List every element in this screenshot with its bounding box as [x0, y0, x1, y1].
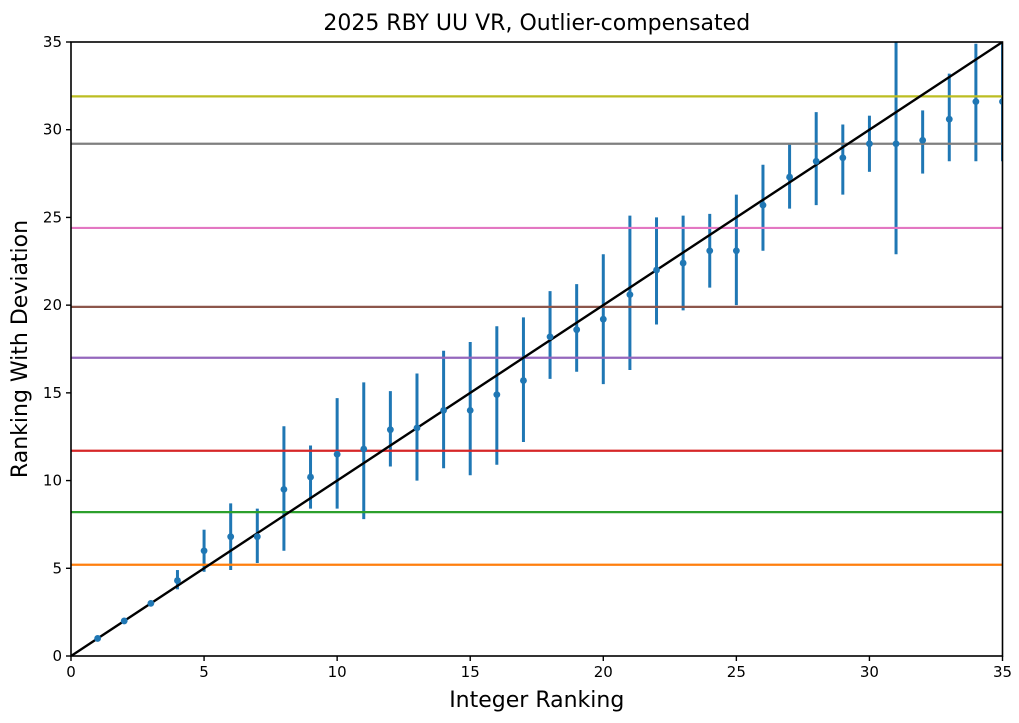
- x-tick-label: 35: [993, 663, 1012, 681]
- identity-line: [71, 42, 1003, 656]
- markers-layer: [94, 98, 1003, 642]
- x-tick-label: 20: [594, 663, 613, 681]
- identity-line-layer: [71, 42, 1003, 656]
- axes-layer: 0 5 10 15 20 25 30 35 0 5 10 15 20 25 30 35: [43, 33, 1012, 681]
- data-point: [200, 547, 208, 555]
- data-point: [520, 377, 527, 384]
- y-tick-label: 10: [43, 472, 62, 490]
- data-point: [732, 247, 740, 255]
- y-axis-label: Ranking With Deviation: [8, 220, 33, 478]
- data-point: [333, 450, 341, 458]
- data-point: [786, 173, 793, 181]
- data-point: [573, 326, 581, 334]
- x-tick-label: 10: [328, 663, 347, 681]
- data-point: [466, 407, 474, 414]
- data-point: [626, 291, 634, 299]
- data-point: [812, 157, 820, 165]
- data-point: [386, 426, 394, 434]
- data-point: [174, 577, 181, 584]
- y-tick-label: 0: [52, 647, 62, 665]
- data-point: [839, 154, 847, 162]
- y-tick-label: 15: [43, 384, 62, 402]
- data-point: [919, 136, 927, 144]
- x-tick-label: 30: [860, 663, 879, 681]
- data-point: [253, 533, 261, 541]
- data-point: [892, 140, 900, 148]
- data-point: [413, 424, 421, 432]
- data-point: [999, 98, 1003, 106]
- data-point: [653, 266, 660, 274]
- y-tick-label: 5: [52, 559, 62, 577]
- x-axis-label: Integer Ranking: [449, 688, 624, 713]
- data-point: [94, 635, 102, 642]
- data-point: [706, 247, 714, 255]
- x-tick-label: 5: [199, 663, 209, 681]
- x-tick-label: 25: [727, 663, 746, 681]
- data-point: [972, 98, 980, 106]
- x-tick-label: 15: [461, 663, 480, 681]
- data-point: [866, 140, 873, 148]
- data-point: [759, 201, 767, 209]
- y-tick-label: 25: [43, 208, 62, 226]
- x-tick-label: 0: [66, 663, 76, 681]
- data-point: [546, 333, 554, 341]
- data-point: [307, 473, 314, 481]
- data-point: [679, 259, 687, 267]
- data-point: [599, 315, 607, 323]
- data-point: [227, 533, 235, 541]
- y-tick-label: 20: [43, 296, 62, 314]
- y-tick-label: 35: [43, 33, 62, 51]
- chart-title: 2025 RBY UU VR, Outlier-compensated: [323, 11, 750, 36]
- data-point: [440, 407, 447, 414]
- data-point: [493, 391, 501, 399]
- data-point: [120, 617, 128, 625]
- data-point: [280, 485, 288, 493]
- y-tick-label: 30: [43, 121, 62, 139]
- data-point: [147, 599, 155, 607]
- plot-frame: [70, 41, 1004, 657]
- data-point: [945, 115, 953, 123]
- data-point: [360, 445, 368, 453]
